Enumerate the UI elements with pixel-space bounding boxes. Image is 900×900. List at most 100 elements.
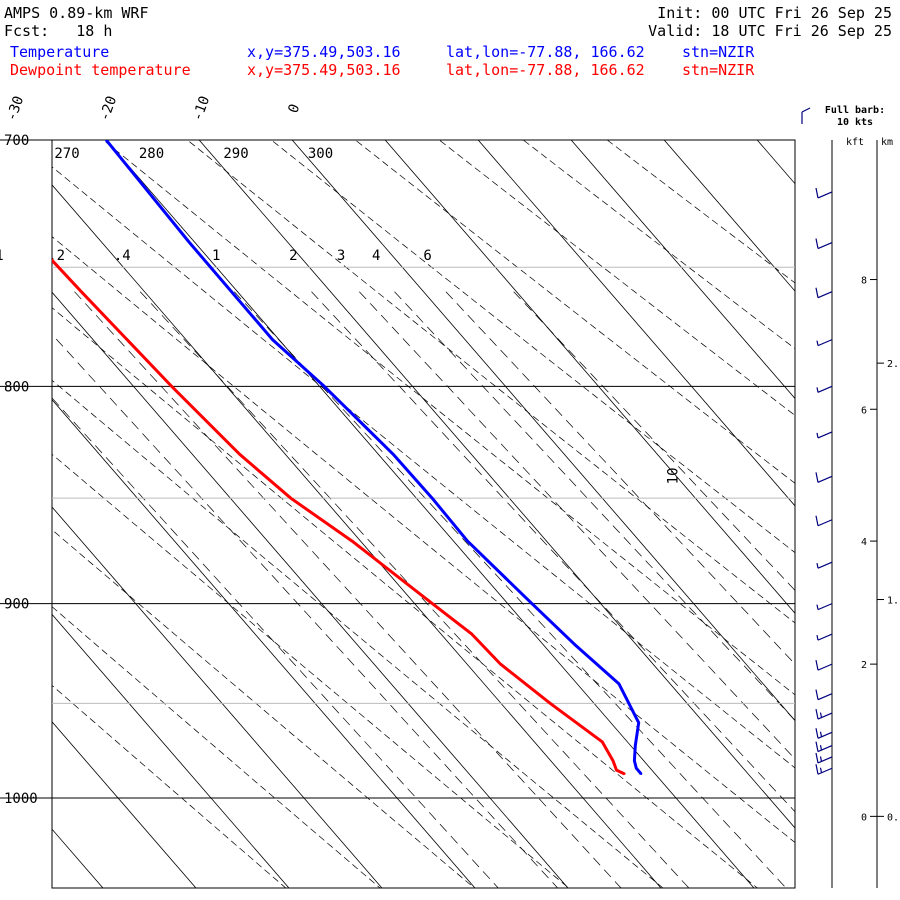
dewpoint-point — [80, 290, 83, 293]
temperature-point — [633, 759, 636, 762]
mixing-ratio-label: 6 — [423, 248, 431, 264]
temperature-point — [617, 682, 621, 686]
barb-legend-line2: 10 kts — [837, 117, 873, 128]
wind-barb-flag — [815, 741, 819, 752]
mixing-ratio-line — [234, 291, 787, 888]
wind-barb — [816, 385, 833, 393]
kft-tick-label: 4 — [861, 537, 867, 548]
wind-barb-staff — [817, 241, 833, 250]
dry-adiabat — [52, 236, 795, 843]
dry-adiabat — [52, 453, 570, 888]
wind-barb — [816, 339, 833, 347]
wind-barb-staff — [817, 745, 833, 753]
wind-barb — [815, 752, 833, 764]
pressure-tick-label: 700 — [4, 133, 29, 149]
pressure-tick-label: 800 — [4, 379, 29, 395]
dewpoint-point — [623, 772, 626, 776]
wind-barb-flag — [815, 728, 819, 739]
wind-barb-staff — [817, 339, 833, 347]
wind-barb-half-flag — [819, 712, 823, 718]
wind-barb-staff — [817, 712, 833, 720]
dry-adiabat — [186, 140, 795, 624]
temperature-tick-label: -20 — [97, 94, 121, 123]
wind-barb-flag — [815, 515, 819, 526]
wind-barb — [815, 660, 833, 671]
mixing-ratio-label: 1 — [212, 248, 220, 264]
dry-adiabat — [522, 140, 795, 350]
forecast-hour: Fcst: 18 h — [4, 22, 112, 40]
barb-legend-line1: Full barb: — [825, 105, 885, 116]
wind-barb-staff — [817, 633, 833, 641]
wind-barb-half-flag — [819, 731, 823, 737]
temperature-point — [430, 496, 434, 500]
dewpoint-point — [289, 496, 293, 500]
dewpoint-point — [549, 702, 552, 705]
temperature-point — [635, 767, 638, 770]
isotherm-line — [198, 140, 795, 829]
km-tick-label: 1. — [887, 596, 899, 607]
wind-barb-staff — [817, 767, 833, 775]
wind-barb-staff — [817, 475, 833, 483]
dry-adiabat — [354, 140, 795, 484]
wind-barb-flag — [815, 660, 819, 671]
dry-adiabat — [52, 529, 475, 888]
dry-adiabat — [52, 684, 287, 888]
mixing-ratio-line — [445, 291, 795, 665]
mixing-ratio-line — [513, 291, 795, 591]
dewpoint-point — [611, 759, 615, 762]
isotherm-line — [477, 140, 795, 507]
wind-barb — [815, 728, 833, 739]
wind-barb — [815, 764, 833, 775]
isotherm-line — [52, 613, 290, 888]
wind-barb-staff — [817, 291, 833, 299]
mixing-ratio-label: .2 — [48, 248, 65, 264]
dry-adiabat — [102, 140, 795, 696]
isotherm-line — [52, 506, 383, 888]
wind-barb-half-flag — [816, 604, 819, 610]
mixing-ratio-line — [52, 397, 499, 888]
pressure-tick-label: 900 — [4, 597, 29, 613]
wind-barb-staff — [817, 431, 833, 439]
isotherm-line — [52, 399, 476, 888]
km-tick-label: 0. — [887, 812, 899, 823]
temperature-point — [573, 642, 576, 646]
mixing-ratio-line — [311, 291, 795, 813]
kft-tick-label: 0 — [861, 812, 867, 823]
isotherm-line — [570, 140, 795, 400]
isotherm-line — [52, 291, 569, 888]
mixing-ratio-line — [359, 291, 795, 760]
forecast-value: 18 h — [76, 22, 113, 40]
wind-barb-half-flag — [816, 387, 819, 393]
theta-tick-label: 300 — [308, 146, 333, 162]
wind-barb-half-flag — [819, 767, 823, 773]
wind-barb-staff — [817, 561, 833, 569]
wind-barb — [816, 431, 833, 439]
mixing-ratio-label: 10 — [666, 467, 682, 484]
wind-barb-staff — [817, 693, 833, 701]
dry-adiabat — [606, 140, 795, 284]
km-axis-title: km — [881, 137, 893, 148]
wind-barb-half-flag — [816, 635, 819, 641]
dewpoint-point — [499, 662, 502, 666]
wind-barb-flag — [815, 764, 819, 775]
kft-tick-label: 8 — [861, 276, 867, 287]
pressure-tick-label: 1000 — [4, 791, 38, 807]
legend-temperature-stn: stn=NZIR — [682, 43, 755, 61]
dewpoint-point — [170, 385, 173, 388]
dry-adiabat — [270, 140, 795, 554]
mixing-ratio-label: .1 — [0, 248, 4, 264]
dewpoint-point — [238, 453, 241, 456]
legend-dewpoint-stn: stn=NZIR — [682, 61, 755, 79]
wind-barb-staff — [817, 191, 833, 199]
valid-time: Valid: 18 UTC Fri 26 Sep 25 — [648, 22, 892, 40]
wind-barb-half-flag — [819, 756, 823, 762]
wind-barb — [816, 603, 833, 611]
mixing-ratio-label: 2 — [289, 248, 297, 264]
wind-barb-half-flag — [816, 563, 819, 569]
wind-barb-flag — [815, 287, 819, 298]
temperature-tick-label: 0 — [285, 102, 303, 115]
wind-barb-flag — [815, 238, 819, 249]
wind-barb-flag — [815, 752, 819, 764]
kft-tick-label: 6 — [861, 405, 867, 416]
